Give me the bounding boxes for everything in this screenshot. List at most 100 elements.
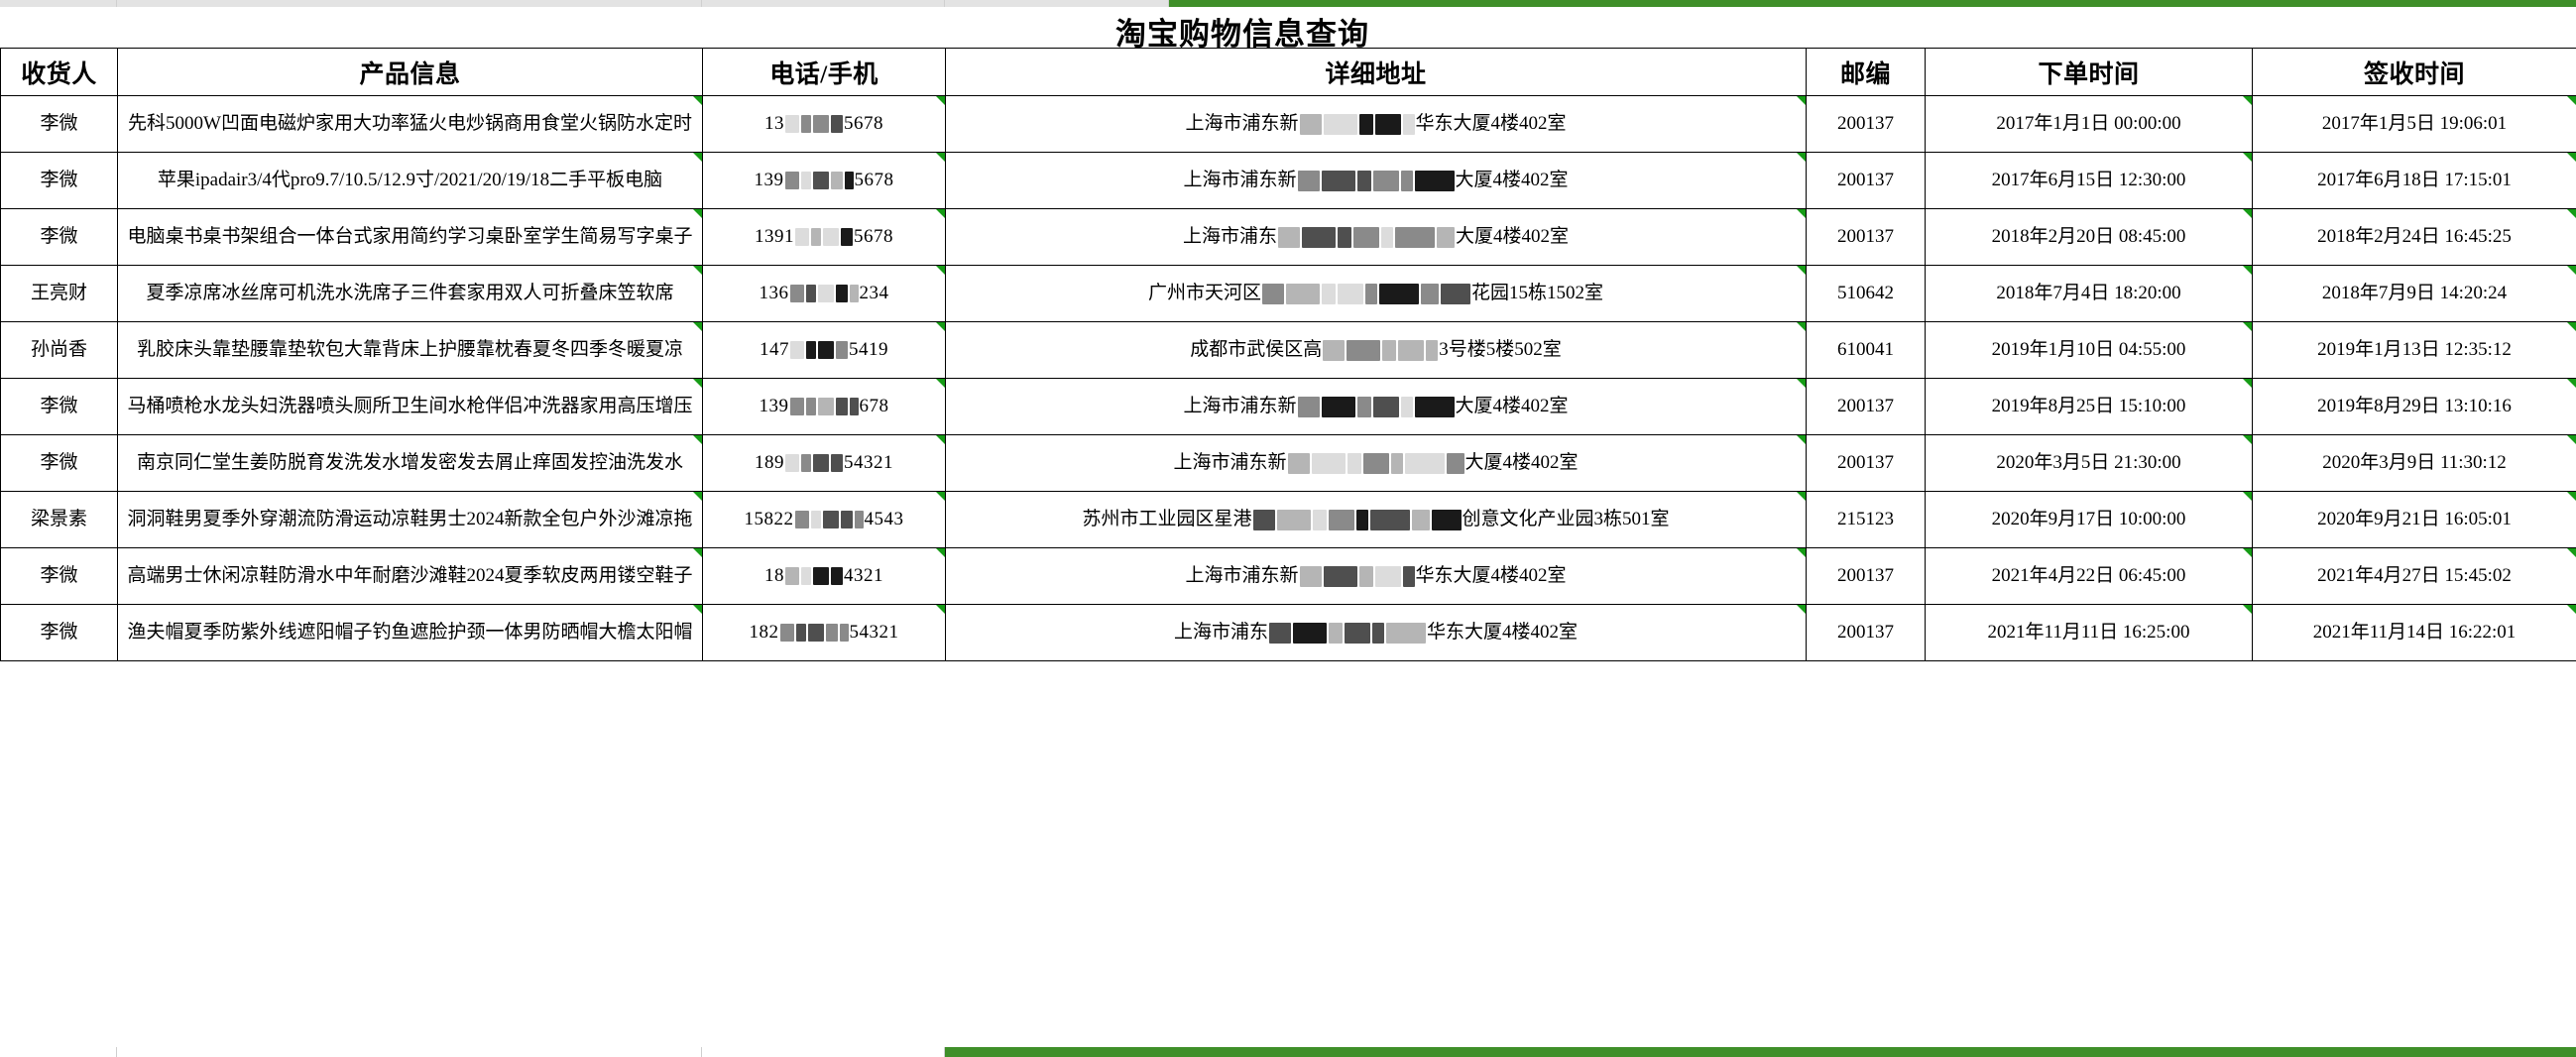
cell-order-time[interactable]: 2020年3月5日 21:30:00	[1925, 434, 2253, 492]
cell-order-time[interactable]: 2017年1月1日 00:00:00	[1925, 95, 2253, 153]
cell-zip[interactable]: 200137	[1806, 434, 1926, 492]
cell-product[interactable]: 乳胶床头靠垫腰靠垫软包大靠背床上护腰靠枕春夏冬四季冬暖夏凉	[117, 321, 703, 379]
cell-recipient[interactable]: 李微	[0, 152, 118, 209]
table-row[interactable]: 李微 渔夫帽夏季防紫外线遮阳帽子钓鱼遮脸护颈一体男防晒帽大檐太阳帽 182 54321…	[0, 604, 2576, 661]
table-row[interactable]: 李微 苹果ipadair3/4代pro9.7/10.5/12.9寸/2021/20…	[0, 152, 2576, 209]
cell-recipient[interactable]: 李微	[0, 547, 118, 605]
cell-sign-time[interactable]: 2021年4月27日 15:45:02	[2252, 547, 2576, 605]
redaction-block	[1322, 283, 1336, 304]
table-row[interactable]: 王亮财 夏季凉席冰丝席可机洗水洗席子三件套家用双人可折叠床笠软席 136 234 广州市…	[0, 265, 2576, 322]
cell-order-time[interactable]: 2021年11月11日 16:25:00	[1925, 604, 2253, 661]
cell-phone[interactable]: 139 5678	[702, 152, 946, 209]
cell-sign-time[interactable]: 2018年2月24日 16:45:25	[2252, 208, 2576, 266]
cell-order-time[interactable]: 2019年1月10日 04:55:00	[1925, 321, 2253, 379]
table-row[interactable]: 李微 南京同仁堂生姜防脱育发洗发水增发密发去屑止痒固发控油洗发水 189 54321 上…	[0, 434, 2576, 492]
cell-sign-time[interactable]: 2021年11月14日 16:22:01	[2252, 604, 2576, 661]
cell-order-time[interactable]: 2020年9月17日 10:00:00	[1925, 491, 2253, 548]
col-header-zip[interactable]: 邮编	[1806, 48, 1926, 96]
redaction-block	[1386, 622, 1426, 644]
phone-suffix: 5678	[844, 112, 883, 134]
cell-order-time[interactable]: 2021年4月22日 06:45:00	[1925, 547, 2253, 605]
table-row[interactable]: 孙尚香 乳胶床头靠垫腰靠垫软包大靠背床上护腰靠枕春夏冬四季冬暖夏凉 147 5419 成…	[0, 321, 2576, 379]
cell-sign-time[interactable]: 2020年3月9日 11:30:12	[2252, 434, 2576, 492]
cell-order-time[interactable]: 2017年6月15日 12:30:00	[1925, 152, 2253, 209]
cell-product[interactable]: 洞洞鞋男夏季外穿潮流防滑运动凉鞋男士2024新款全包户外沙滩凉拖	[117, 491, 703, 548]
cell-recipient[interactable]: 李微	[0, 208, 118, 266]
cell-sign-time[interactable]: 2020年9月21日 16:05:01	[2252, 491, 2576, 548]
cell-product[interactable]: 电脑桌书桌书架组合一体台式家用简约学习桌卧室学生简易写字桌子	[117, 208, 703, 266]
cell-zip[interactable]: 510642	[1806, 265, 1926, 322]
cell-product[interactable]: 高端男士休闲凉鞋防滑水中年耐磨沙滩鞋2024夏季软皮两用镂空鞋子	[117, 547, 703, 605]
cell-zip[interactable]: 200137	[1806, 208, 1926, 266]
redaction-block	[1382, 339, 1397, 361]
cell-address[interactable]: 上海市浦东新 华东大厦4楼402室	[945, 547, 1807, 605]
cell-zip[interactable]: 200137	[1806, 547, 1926, 605]
table-row[interactable]: 李微 电脑桌书桌书架组合一体台式家用简约学习桌卧室学生简易写字桌子 1391 5678…	[0, 208, 2576, 266]
col-header-phone[interactable]: 电话/手机	[702, 48, 946, 96]
phone-suffix: 5419	[849, 338, 888, 360]
col-header-recipient[interactable]: 收货人	[0, 48, 118, 96]
cell-product[interactable]: 先科5000W凹面电磁炉家用大功率猛火电炒锅商用食堂火锅防水定时	[117, 95, 703, 153]
cell-product[interactable]: 马桶喷枪水龙头妇洗器喷头厕所卫生间水枪伴侣冲洗器家用高压增压	[117, 378, 703, 435]
cell-address[interactable]: 上海市浦东 华东大厦4楼402室	[945, 604, 1807, 661]
redaction-block	[1287, 452, 1310, 474]
cell-phone[interactable]: 182 54321	[702, 604, 946, 661]
redaction-block	[1262, 283, 1284, 304]
phone-suffix: 234	[859, 282, 889, 303]
cell-order-time[interactable]: 2019年8月25日 15:10:00	[1925, 378, 2253, 435]
cell-address[interactable]: 苏州市工业园区星港 创意文化产业园3栋501室	[945, 491, 1807, 548]
table-row[interactable]: 梁景素 洞洞鞋男夏季外穿潮流防滑运动凉鞋男士2024新款全包户外沙滩凉拖 15822…	[0, 491, 2576, 548]
cell-phone[interactable]: 139 678	[702, 378, 946, 435]
cell-zip[interactable]: 200137	[1806, 95, 1926, 153]
redaction-block	[839, 624, 849, 642]
col-header-address[interactable]: 详细地址	[945, 48, 1807, 96]
cell-zip[interactable]: 200137	[1806, 604, 1926, 661]
table-row[interactable]: 李微 高端男士休闲凉鞋防滑水中年耐磨沙滩鞋2024夏季软皮两用镂空鞋子 18 4321…	[0, 547, 2576, 605]
cell-sign-time[interactable]: 2019年1月13日 12:35:12	[2252, 321, 2576, 379]
cell-recipient[interactable]: 王亮财	[0, 265, 118, 322]
cell-phone[interactable]: 13 5678	[702, 95, 946, 153]
comment-marker-icon	[2567, 492, 2576, 501]
cell-product[interactable]: 苹果ipadair3/4代pro9.7/10.5/12.9寸/2021/20/1…	[117, 152, 703, 209]
cell-zip[interactable]: 200137	[1806, 378, 1926, 435]
cell-address[interactable]: 上海市浦东新 大厦4楼402室	[945, 434, 1807, 492]
col-header-order-time[interactable]: 下单时间	[1925, 48, 2253, 96]
cell-recipient[interactable]: 孙尚香	[0, 321, 118, 379]
cell-phone[interactable]: 189 54321	[702, 434, 946, 492]
comment-marker-icon	[2243, 153, 2252, 162]
cell-phone[interactable]: 147 5419	[702, 321, 946, 379]
cell-recipient[interactable]: 李微	[0, 378, 118, 435]
cell-address[interactable]: 上海市浦东新 大厦4楼402室	[945, 378, 1807, 435]
cell-address[interactable]: 上海市浦东新 大厦4楼402室	[945, 152, 1807, 209]
table-row[interactable]: 李微 先科5000W凹面电磁炉家用大功率猛火电炒锅商用食堂火锅防水定时 13 5678…	[0, 95, 2576, 153]
cell-address[interactable]: 成都市武侯区高 3号楼5楼502室	[945, 321, 1807, 379]
cell-zip[interactable]: 610041	[1806, 321, 1926, 379]
cell-order-time[interactable]: 2018年7月4日 18:20:00	[1925, 265, 2253, 322]
cell-zip[interactable]: 215123	[1806, 491, 1926, 548]
cell-phone[interactable]: 18 4321	[702, 547, 946, 605]
col-header-sign-time[interactable]: 签收时间	[2252, 48, 2576, 96]
cell-product[interactable]: 渔夫帽夏季防紫外线遮阳帽子钓鱼遮脸护颈一体男防晒帽大檐太阳帽	[117, 604, 703, 661]
cell-phone[interactable]: 1391 5678	[702, 208, 946, 266]
redaction-block	[835, 285, 848, 302]
cell-address[interactable]: 上海市浦东 大厦4楼402室	[945, 208, 1807, 266]
cell-sign-time[interactable]: 2019年8月29日 13:10:16	[2252, 378, 2576, 435]
cell-recipient[interactable]: 梁景素	[0, 491, 118, 548]
cell-sign-time[interactable]: 2018年7月9日 14:20:24	[2252, 265, 2576, 322]
table-row[interactable]: 李微 马桶喷枪水龙头妇洗器喷头厕所卫生间水枪伴侣冲洗器家用高压增压 139 678 上海…	[0, 378, 2576, 435]
cell-sign-time[interactable]: 2017年1月5日 19:06:01	[2252, 95, 2576, 153]
cell-address[interactable]: 广州市天河区 花园15栋1502室	[945, 265, 1807, 322]
cell-recipient[interactable]: 李微	[0, 95, 118, 153]
phone-prefix: 1391	[755, 225, 794, 247]
cell-sign-time[interactable]: 2017年6月18日 17:15:01	[2252, 152, 2576, 209]
cell-product[interactable]: 夏季凉席冰丝席可机洗水洗席子三件套家用双人可折叠床笠软席	[117, 265, 703, 322]
cell-recipient[interactable]: 李微	[0, 604, 118, 661]
cell-phone[interactable]: 15822 4543	[702, 491, 946, 548]
cell-zip[interactable]: 200137	[1806, 152, 1926, 209]
cell-recipient[interactable]: 李微	[0, 434, 118, 492]
cell-order-time[interactable]: 2018年2月20日 08:45:00	[1925, 208, 2253, 266]
cell-address[interactable]: 上海市浦东新 华东大厦4楼402室	[945, 95, 1807, 153]
col-header-product[interactable]: 产品信息	[117, 48, 703, 96]
cell-phone[interactable]: 136 234	[702, 265, 946, 322]
cell-product[interactable]: 南京同仁堂生姜防脱育发洗发水增发密发去屑止痒固发控油洗发水	[117, 434, 703, 492]
